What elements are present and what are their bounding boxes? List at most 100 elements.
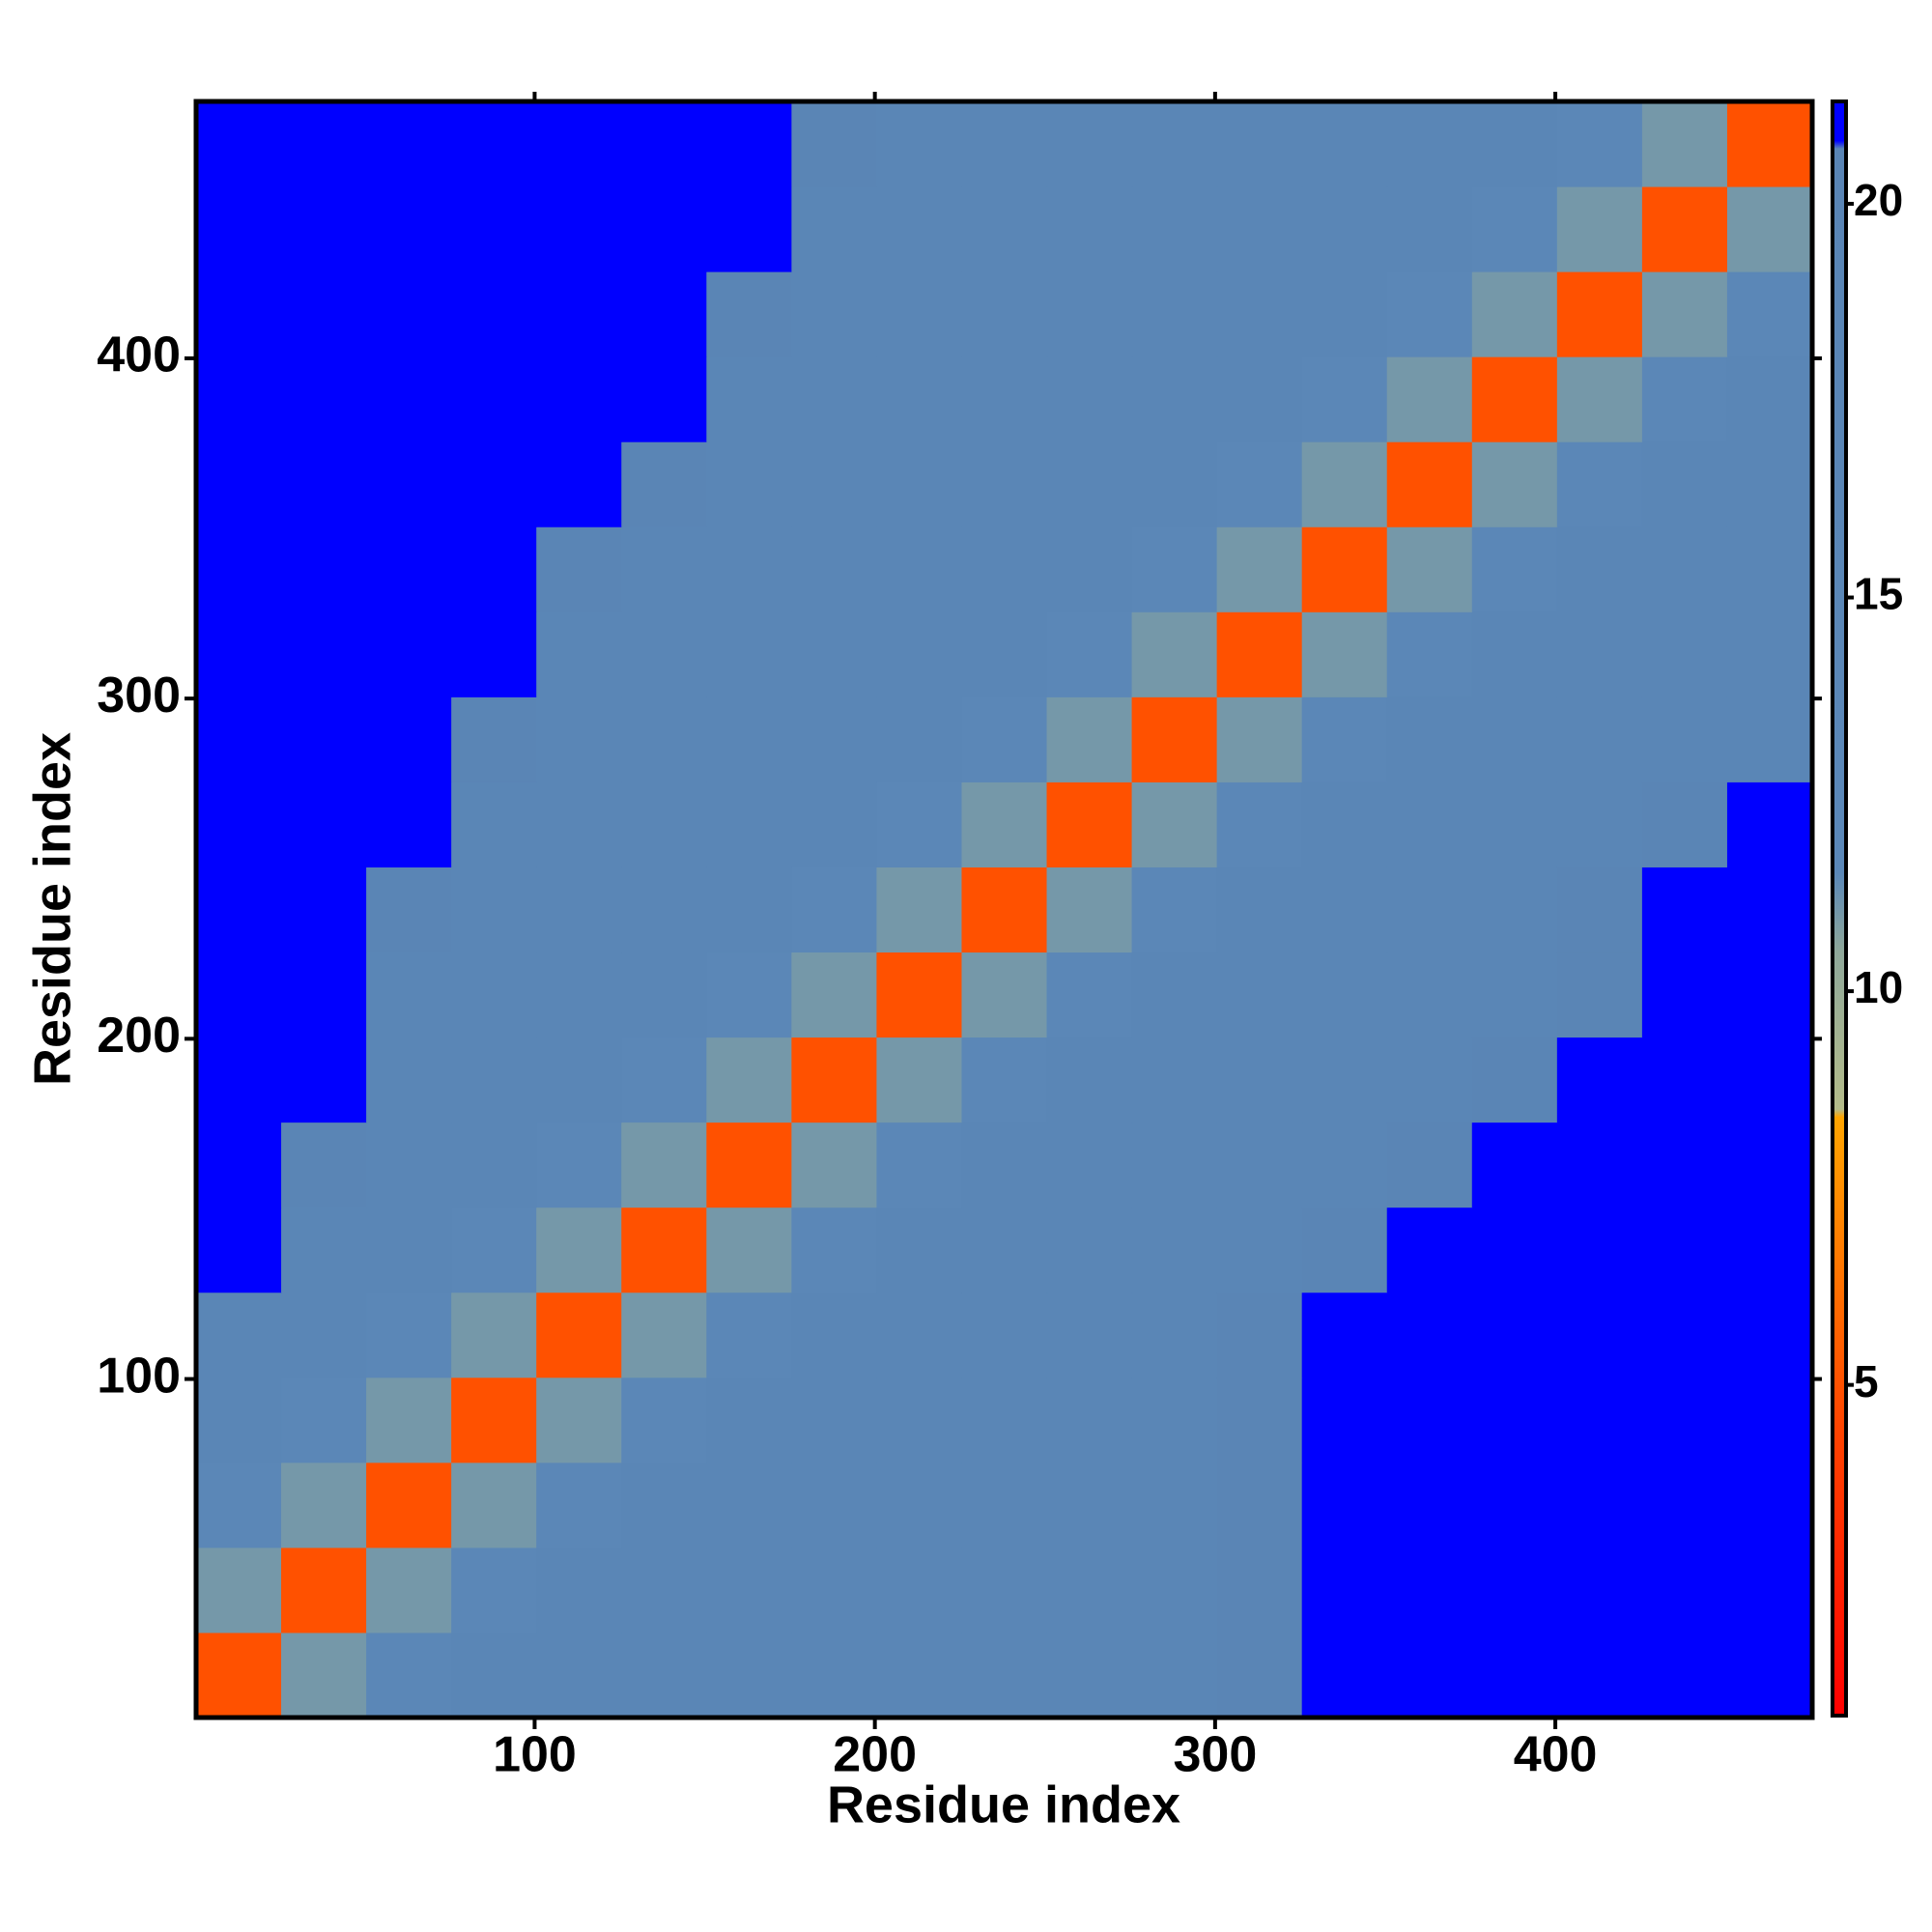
heatmap-cell <box>1556 1207 1643 1293</box>
y-tick-label: 300 <box>97 668 181 724</box>
heatmap-cell <box>451 186 537 272</box>
heatmap-cell <box>1131 781 1218 867</box>
heatmap-cell <box>961 356 1048 442</box>
heatmap-cell <box>621 101 707 187</box>
heatmap-cell <box>451 781 537 867</box>
heatmap-cell <box>791 1037 877 1123</box>
heatmap-cell <box>1131 186 1218 272</box>
heatmap-cell <box>1556 526 1643 612</box>
heatmap-cell <box>1471 526 1558 612</box>
heatmap-cell <box>1726 1207 1812 1293</box>
heatmap-cell <box>1471 186 1558 272</box>
heatmap-cell <box>961 611 1048 697</box>
heatmap-cell <box>961 952 1048 1038</box>
heatmap-cell <box>536 1632 622 1718</box>
heatmap-cell <box>1131 1462 1218 1548</box>
heatmap-cell <box>451 611 537 697</box>
heatmap-cell <box>536 271 622 357</box>
heatmap-cell <box>536 356 622 442</box>
heatmap-cell <box>791 186 877 272</box>
heatmap-cell <box>1131 1547 1218 1634</box>
heatmap-cell <box>1386 611 1473 697</box>
heatmap-cell <box>1046 1377 1133 1463</box>
heatmap-cell <box>281 441 367 527</box>
heatmap-cell <box>1641 1377 1728 1463</box>
heatmap-cell <box>876 867 962 953</box>
heatmap-cell <box>1216 1292 1303 1378</box>
heatmap-cell <box>1301 1632 1388 1718</box>
heatmap-cell <box>791 1207 877 1293</box>
heatmap-cell <box>1046 952 1133 1038</box>
heatmap-cell <box>1046 1207 1133 1293</box>
heatmap-cell <box>536 186 622 272</box>
x-tick-label: 400 <box>1514 1727 1598 1783</box>
heatmap-cell <box>1641 696 1728 782</box>
heatmap-cell <box>961 1037 1048 1123</box>
heatmap-cell <box>791 526 877 612</box>
heatmap-cell <box>1131 526 1218 612</box>
heatmap-cell <box>196 1632 282 1718</box>
heatmap-cell <box>1726 441 1812 527</box>
heatmap-cell <box>281 1632 367 1718</box>
heatmap-cell <box>1131 271 1218 357</box>
y-tick-label: 400 <box>97 327 181 384</box>
heatmap-cell <box>706 1377 792 1463</box>
heatmap-cell <box>621 1122 707 1208</box>
heatmap-cell <box>1216 101 1303 187</box>
y-tick-label: 100 <box>97 1348 181 1404</box>
heatmap-cell <box>1471 1632 1558 1718</box>
heatmap-cell <box>1471 1377 1558 1463</box>
heatmap-cell <box>706 186 792 272</box>
heatmap-cell <box>1046 867 1133 953</box>
heatmap-cell <box>1641 1547 1728 1634</box>
heatmap-cell <box>1471 611 1558 697</box>
heatmap-cell <box>876 1292 962 1378</box>
heatmap-cell <box>1046 101 1133 187</box>
heatmap-cell <box>536 696 622 782</box>
heatmap-cell <box>1641 356 1728 442</box>
heatmap-cell <box>451 101 537 187</box>
heatmap-cell <box>876 1122 962 1208</box>
heatmap-cell <box>1726 526 1812 612</box>
y-tick-label: 200 <box>97 1008 181 1064</box>
heatmap-cell <box>1131 441 1218 527</box>
heatmap-cell <box>1386 186 1473 272</box>
heatmap-cell <box>876 526 962 612</box>
heatmap-cell <box>281 952 367 1038</box>
heatmap-cell <box>706 1207 792 1293</box>
heatmap-cell <box>876 186 962 272</box>
heatmap-cell <box>1216 1377 1303 1463</box>
heatmap-cell <box>1726 867 1812 953</box>
heatmap-cell <box>791 1122 877 1208</box>
heatmap-cell <box>536 1547 622 1634</box>
heatmap-cell <box>1131 1207 1218 1293</box>
heatmap-cell <box>366 271 452 357</box>
heatmap-cell <box>1471 1122 1558 1208</box>
heatmap-cell <box>1046 781 1133 867</box>
heatmap-cell <box>876 1207 962 1293</box>
heatmap-cell <box>451 1547 537 1634</box>
heatmap-cell <box>281 1292 367 1378</box>
heatmap-cell <box>196 1547 282 1634</box>
heatmap-cell <box>1216 781 1303 867</box>
heatmap-cell <box>536 781 622 867</box>
heatmap-cell <box>1641 1122 1728 1208</box>
heatmap-cell <box>451 952 537 1038</box>
heatmap-cell <box>961 271 1048 357</box>
heatmap-cell <box>451 1632 537 1718</box>
heatmap-cell <box>961 1462 1048 1548</box>
heatmap-cell <box>1726 1462 1812 1548</box>
heatmap-cell <box>1556 1037 1643 1123</box>
heatmap-cell <box>1131 867 1218 953</box>
heatmap-cell <box>196 1122 282 1208</box>
heatmap-cell <box>1726 1377 1812 1463</box>
heatmap-cell <box>791 952 877 1038</box>
heatmap-cell <box>621 867 707 953</box>
heatmap-cell <box>536 526 622 612</box>
heatmap-cell <box>281 1207 367 1293</box>
colorbar <box>1831 99 1848 1718</box>
heatmap-cell <box>1386 1547 1473 1634</box>
heatmap-cell <box>1386 1377 1473 1463</box>
heatmap-cell <box>1556 441 1643 527</box>
